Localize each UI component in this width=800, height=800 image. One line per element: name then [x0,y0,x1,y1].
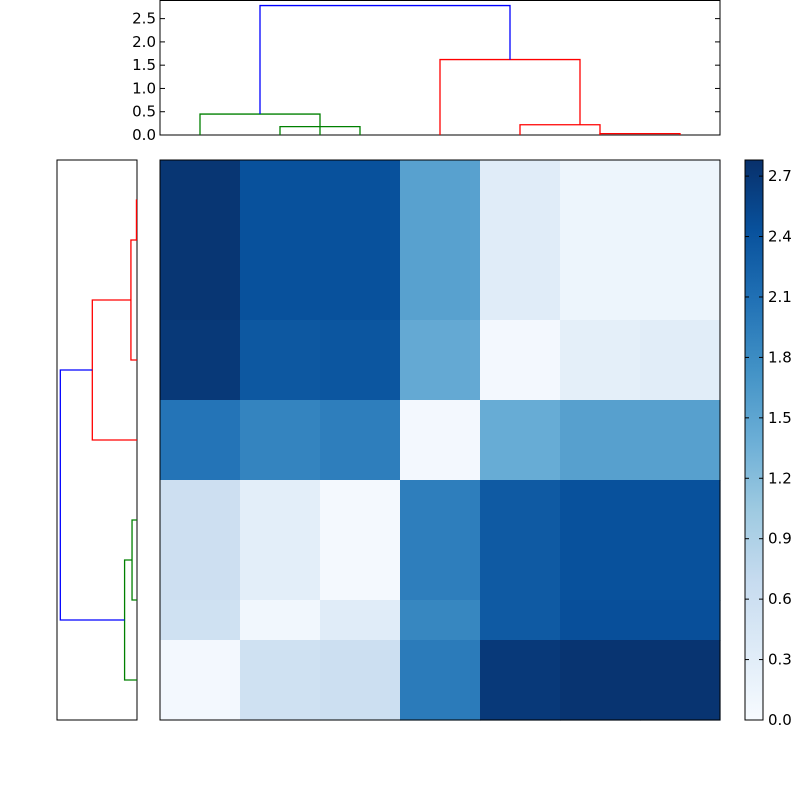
colorbar-tick-label: 0.0 [768,711,792,729]
colorbar-tick-label: 2.1 [768,288,792,306]
heatmap-cell [480,480,561,601]
heatmap [159,159,721,721]
colorbar-frame [744,159,764,721]
colorbar-tick-label: 0.9 [768,530,792,548]
heatmap-cell [480,600,561,641]
colorbar: 0.0 0.3 0.6 0.9 1.2 1.5 1.8 2.1 2.4 2.7 [744,159,792,729]
left-dendrogram-link [123,559,137,681]
heatmap-cell [320,480,401,601]
heatmap-cell [240,400,321,481]
heatmap-cell [480,640,561,721]
top-dendrogram-link [279,125,361,135]
heatmap-cell [480,400,561,481]
colorbar-tick-label: 2.4 [768,228,792,246]
heatmap-cell [560,160,641,321]
heatmap-frame [159,159,721,721]
heatmap-cell [320,640,401,721]
heatmap-cell [640,160,721,321]
heatmap-cell [480,160,561,321]
colorbar-tick-label: 0.3 [768,651,792,669]
heatmap-cell [160,480,241,601]
top-dendrogram-link [259,4,511,115]
heatmap-cell [160,400,241,481]
heatmap-cell [160,320,241,401]
heatmap-cell [400,320,481,401]
top-dendrogram-tick-label: 2.5 [132,10,156,28]
left-dendrogram-link [131,519,137,601]
top-dendrogram-tick-label: 1.0 [132,79,156,97]
colorbar-gradient [745,160,763,720]
top-dendrogram-tick-label: 2.0 [132,33,156,51]
colorbar-tick-label: 2.7 [768,167,792,185]
heatmap-cell [160,160,241,321]
heatmap-cell [400,160,481,321]
heatmap-cell [240,600,321,641]
heatmap-cell [560,600,641,641]
heatmap-cell [160,640,241,721]
heatmap-cell [400,640,481,721]
colorbar-tick-label: 0.6 [768,590,792,608]
heatmap-cell [640,400,721,481]
top-dendrogram-tick-label: 0.5 [132,103,156,121]
heatmap-cell [240,320,321,401]
heatmap-cell [320,320,401,401]
heatmap-cell [240,480,321,601]
heatmap-cell [640,480,721,601]
heatmap-cell [640,640,721,721]
left-dendrogram-link [130,239,137,361]
heatmap-cell [640,600,721,641]
heatmap-cell [240,160,321,321]
heatmap-cell [400,480,481,601]
heatmap-cell [400,400,481,481]
colorbar-tick-label: 1.5 [768,409,792,427]
heatmap-cell [640,320,721,401]
heatmap-cell [240,640,321,721]
heatmap-cell [320,400,401,481]
top-dendrogram-link [519,124,601,135]
heatmap-cell [320,600,401,641]
top-dendrogram-link [199,113,321,135]
left-dendrogram-link [135,199,138,241]
colorbar-tick-label: 1.2 [768,469,792,487]
top-dendrogram-link [439,58,581,135]
left-dendrogram [56,159,138,721]
top-dendrogram-link [599,132,681,135]
top-dendrogram: 0.0 0.5 1.0 1.5 2.0 2.5 [132,0,721,144]
left-dendrogram-link [59,369,125,621]
heatmap-cell [160,600,241,641]
heatmap-cell [560,480,641,601]
colorbar-tick-label: 1.8 [768,348,792,366]
heatmap-cell [560,400,641,481]
heatmap-cell [480,320,561,401]
heatmap-cell [560,320,641,401]
heatmap-cell [400,600,481,641]
top-dendrogram-tick-label: 1.5 [132,56,156,74]
heatmap-cell [320,160,401,321]
top-dendrogram-tick-label: 0.0 [132,126,156,144]
heatmap-cell [560,640,641,721]
